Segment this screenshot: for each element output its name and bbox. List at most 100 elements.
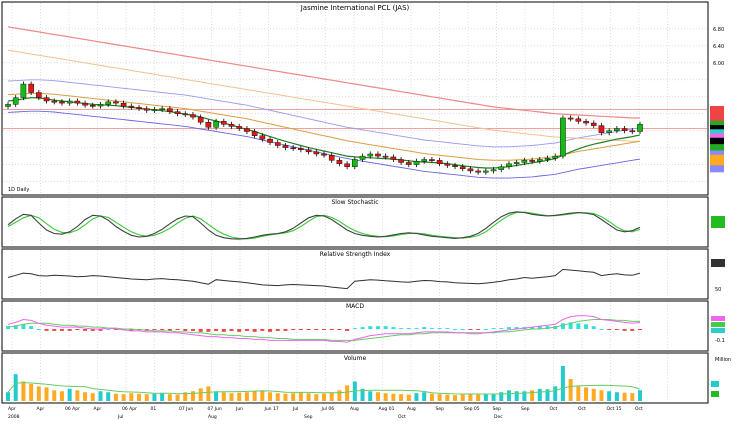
candle-body <box>390 156 397 160</box>
x-tick-label: Sep <box>493 406 502 412</box>
mid-long-moving-average-line <box>7 49 640 142</box>
macd-histogram-bar <box>98 329 103 331</box>
macd-histogram-bar <box>190 329 195 331</box>
candle-body <box>197 116 204 123</box>
macd-histogram-bar <box>183 329 188 331</box>
macd-title: MACD <box>346 303 364 310</box>
candle-body <box>637 124 643 132</box>
candle-body <box>367 153 374 157</box>
x-tick-label: 07 Jun <box>208 406 222 412</box>
macd-histogram-bar <box>329 329 334 330</box>
short-moving-average-line <box>7 96 641 169</box>
candle-body <box>444 163 451 166</box>
candle-body <box>82 102 88 106</box>
rsi-line <box>7 268 641 290</box>
volume-bar <box>221 392 226 401</box>
volume-bar <box>322 393 326 401</box>
macd-signal-line <box>7 319 640 341</box>
candle-body <box>213 121 219 128</box>
volume-bar <box>106 392 111 401</box>
candle-body <box>105 101 111 105</box>
macd-histogram-bar <box>198 329 203 332</box>
macd-histogram-bar <box>59 329 64 331</box>
price-tag <box>710 129 724 137</box>
volume-bar <box>460 394 465 401</box>
macd-histogram-bar <box>322 329 326 330</box>
volume-bar <box>283 393 288 401</box>
macd-histogram-bar <box>352 328 357 330</box>
candle-body <box>567 117 574 120</box>
volume-bar <box>622 392 627 401</box>
macd-histogram-bar <box>429 328 434 330</box>
volume-bar <box>422 392 427 401</box>
candle-body <box>321 153 327 156</box>
macd-panel-frame <box>1 300 709 352</box>
volume-bar <box>638 390 642 401</box>
long-moving-average-line <box>7 26 640 119</box>
candle-body <box>290 147 296 150</box>
volume-bar <box>44 387 49 401</box>
stochastic-d-line <box>7 211 641 240</box>
macd-histogram-bar <box>460 329 465 330</box>
x-tick-sublabel: Dec <box>494 414 503 420</box>
candle-body <box>575 118 582 122</box>
macd-histogram-bar <box>499 328 504 330</box>
mid-moving-average-line <box>7 92 641 161</box>
macd-histogram-bar <box>545 326 550 329</box>
macd-histogram-bar <box>90 329 95 331</box>
price-tag <box>710 114 724 122</box>
volume-bar <box>553 386 558 401</box>
volume-bar <box>29 383 34 401</box>
volume-bar <box>345 385 350 401</box>
candle-body <box>66 100 73 104</box>
x-tick-label: Oct <box>578 406 586 412</box>
upper-band-line <box>7 79 641 148</box>
candle-body <box>167 108 173 112</box>
macd-histogram-bar <box>576 323 581 329</box>
macd-histogram-bar <box>221 329 226 332</box>
volume-bar <box>21 381 26 401</box>
volume-bar <box>560 365 565 401</box>
candle-body <box>282 145 289 148</box>
volume-bar <box>506 390 511 401</box>
volume-panel-frame <box>1 352 709 404</box>
macd-histogram-bar <box>614 329 619 330</box>
volume-bar <box>13 374 18 401</box>
macd-tick-label: -0.1 <box>715 338 725 344</box>
x-tick-label: Sep <box>521 406 530 412</box>
x-tick-label: 06 Apr <box>65 406 80 412</box>
macd-histogram-bar <box>399 328 404 330</box>
volume-bar <box>522 391 527 401</box>
candle-body <box>59 101 65 104</box>
volume-bar <box>190 391 195 401</box>
macd-histogram-bar <box>291 329 296 330</box>
macd-histogram-bar <box>537 326 542 329</box>
volume-bar <box>59 391 64 401</box>
volume-bar <box>607 391 612 401</box>
volume-bar <box>260 390 265 401</box>
price-tag <box>710 133 724 141</box>
candle-body <box>382 155 389 158</box>
stochastic-tag <box>711 216 725 228</box>
macd-histogram-bar <box>337 329 342 330</box>
x-tick-label: Jul 06 <box>321 406 335 412</box>
candle-body <box>490 169 497 172</box>
candle-body <box>228 124 235 127</box>
macd-histogram-bar <box>383 326 388 329</box>
x-tick-sublabel: Sep <box>304 414 313 420</box>
candle-body <box>483 170 489 173</box>
x-tick-sublabel: 2008 <box>8 414 20 420</box>
candle-body <box>598 125 605 133</box>
macd-histogram-bar <box>106 329 111 330</box>
chart-title: Jasmine International PCL (JAS) <box>300 4 410 12</box>
rsi-tag <box>711 259 725 267</box>
volume-bar <box>375 392 380 401</box>
macd-tag <box>711 316 725 321</box>
macd-histogram-bar <box>584 324 589 329</box>
x-tick-label: Oct <box>550 406 558 412</box>
macd-histogram-bar <box>599 329 604 330</box>
macd-histogram-bar <box>268 329 273 332</box>
macd-histogram-bar <box>75 329 80 330</box>
volume-title: Volume <box>344 355 367 362</box>
